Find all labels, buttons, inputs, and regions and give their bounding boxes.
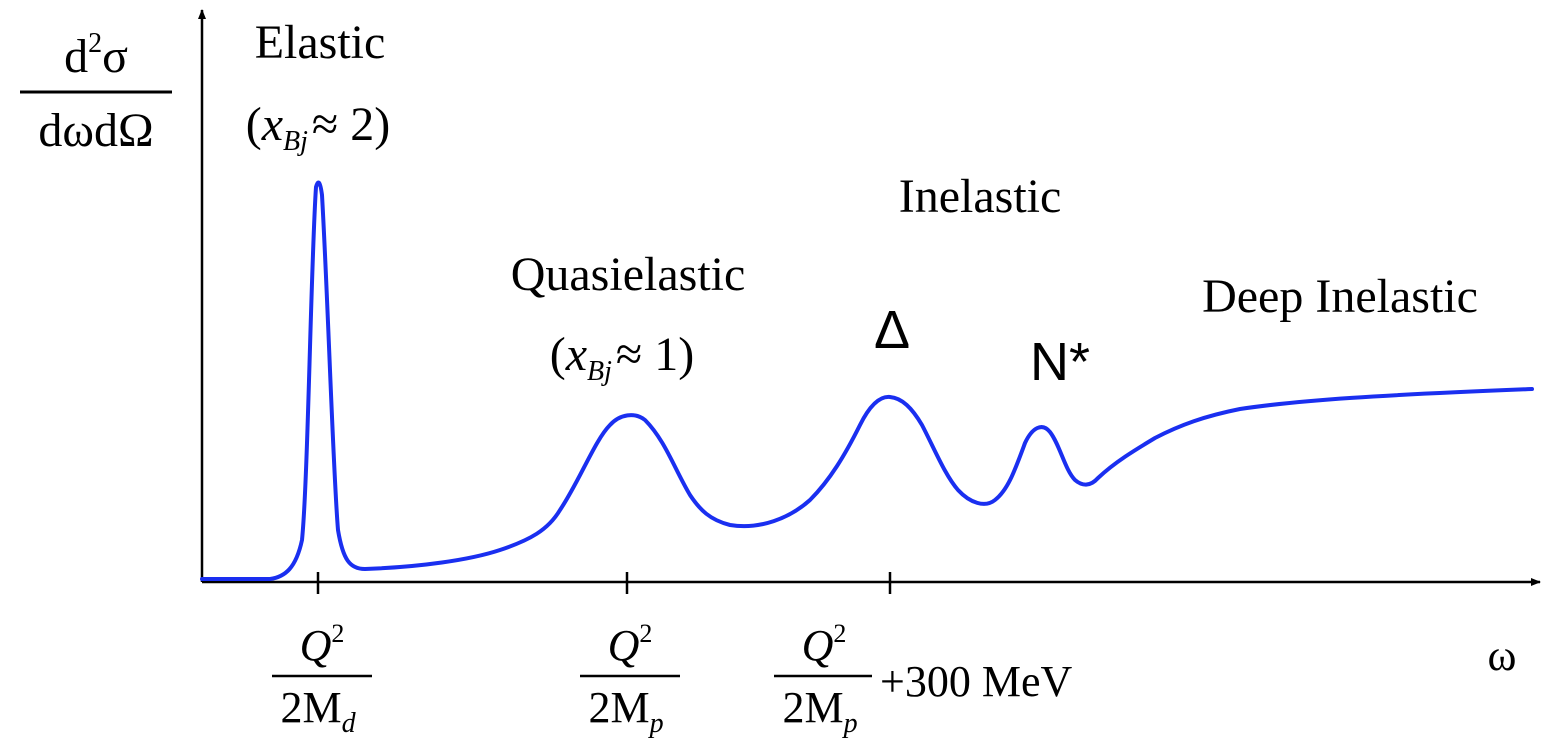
cross-section-curve [200, 180, 1534, 581]
tick-label-quasielastic: Q2 2Mp [580, 619, 680, 739]
tick-label-denominator: 2Md [280, 683, 356, 739]
tick-label-numerator: Q2 [802, 619, 847, 670]
quasielastic-xbj-label: (xBj≈ 1) [550, 328, 695, 387]
elastic-label-group: Elastic (xBj≈ 2) [246, 16, 391, 157]
elastic-xbj-label: (xBj≈ 2) [246, 98, 391, 157]
tick-label-denominator: 2Mp [588, 683, 663, 739]
tick-label-delta: Q2 2Mp +300 MeV [774, 619, 1072, 739]
y-axis-label: d2σ dωdΩ [20, 28, 172, 157]
tick-label-elastic: Q2 2Md [272, 619, 372, 739]
tick-label-numerator: Q2 [300, 619, 345, 670]
tick-label-denominator: 2Mp [782, 683, 857, 739]
quasielastic-label: Quasielastic [511, 248, 746, 301]
nstar-resonance-label: N* [1030, 332, 1090, 392]
x-axis-label: ω [1488, 631, 1517, 680]
inelastic-label: Inelastic [899, 170, 1062, 223]
delta-resonance-label: Δ [874, 300, 910, 360]
tick-label-suffix: +300 MeV [880, 657, 1072, 706]
tick-label-numerator: Q2 [608, 619, 653, 670]
elastic-label: Elastic [255, 16, 386, 69]
deep-inelastic-label: Deep Inelastic [1202, 270, 1478, 323]
y-label-numerator: d2σ [64, 28, 128, 83]
quasielastic-label-group: Quasielastic (xBj≈ 1) [511, 248, 746, 387]
y-label-denominator: dωdΩ [38, 104, 153, 157]
